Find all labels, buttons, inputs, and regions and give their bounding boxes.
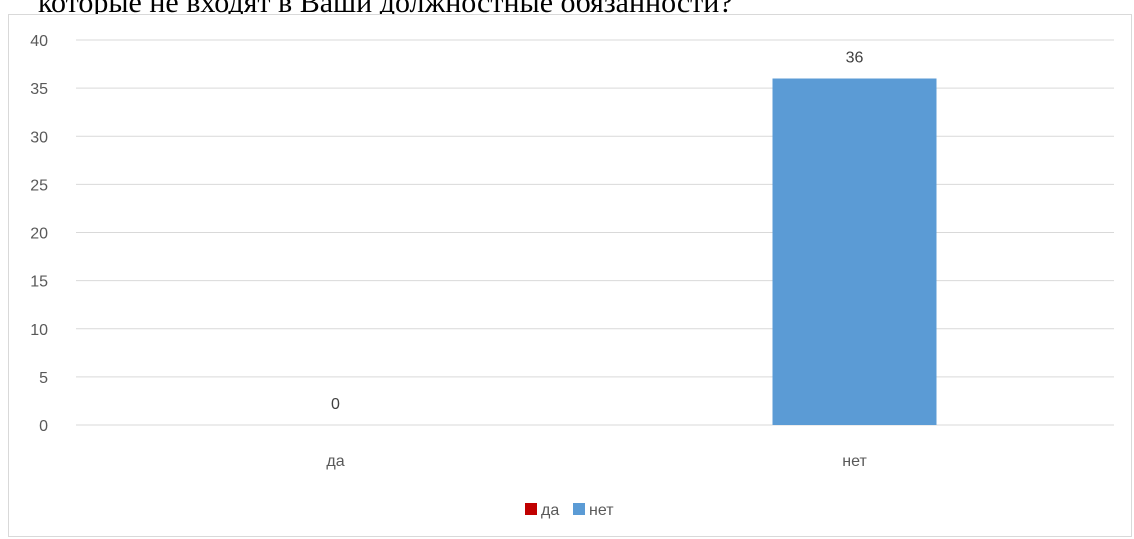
x-axis: да нет — [326, 453, 867, 470]
y-axis: 0 5 10 15 20 25 30 35 40 — [30, 33, 48, 435]
x-tick-label: нет — [842, 453, 867, 470]
y-tick-label: 25 — [30, 177, 48, 194]
y-tick-label: 0 — [39, 418, 48, 435]
y-tick-label: 35 — [30, 81, 48, 98]
legend-swatch — [573, 503, 585, 515]
y-tick-label: 30 — [30, 129, 48, 146]
legend-label: нет — [589, 502, 614, 519]
y-tick-label: 5 — [39, 370, 48, 387]
legend: да нет — [525, 502, 614, 519]
data-label: 0 — [331, 396, 340, 413]
y-tick-label: 10 — [30, 322, 48, 339]
bar-net — [773, 79, 937, 426]
gridlines — [76, 40, 1114, 425]
data-label: 36 — [846, 50, 864, 67]
y-tick-label: 15 — [30, 274, 48, 291]
x-tick-label: да — [326, 453, 344, 470]
legend-swatch — [525, 503, 537, 515]
y-tick-label: 40 — [30, 33, 48, 50]
legend-label: да — [541, 502, 559, 519]
y-tick-label: 20 — [30, 226, 48, 243]
bars: 0 36 — [331, 50, 936, 426]
